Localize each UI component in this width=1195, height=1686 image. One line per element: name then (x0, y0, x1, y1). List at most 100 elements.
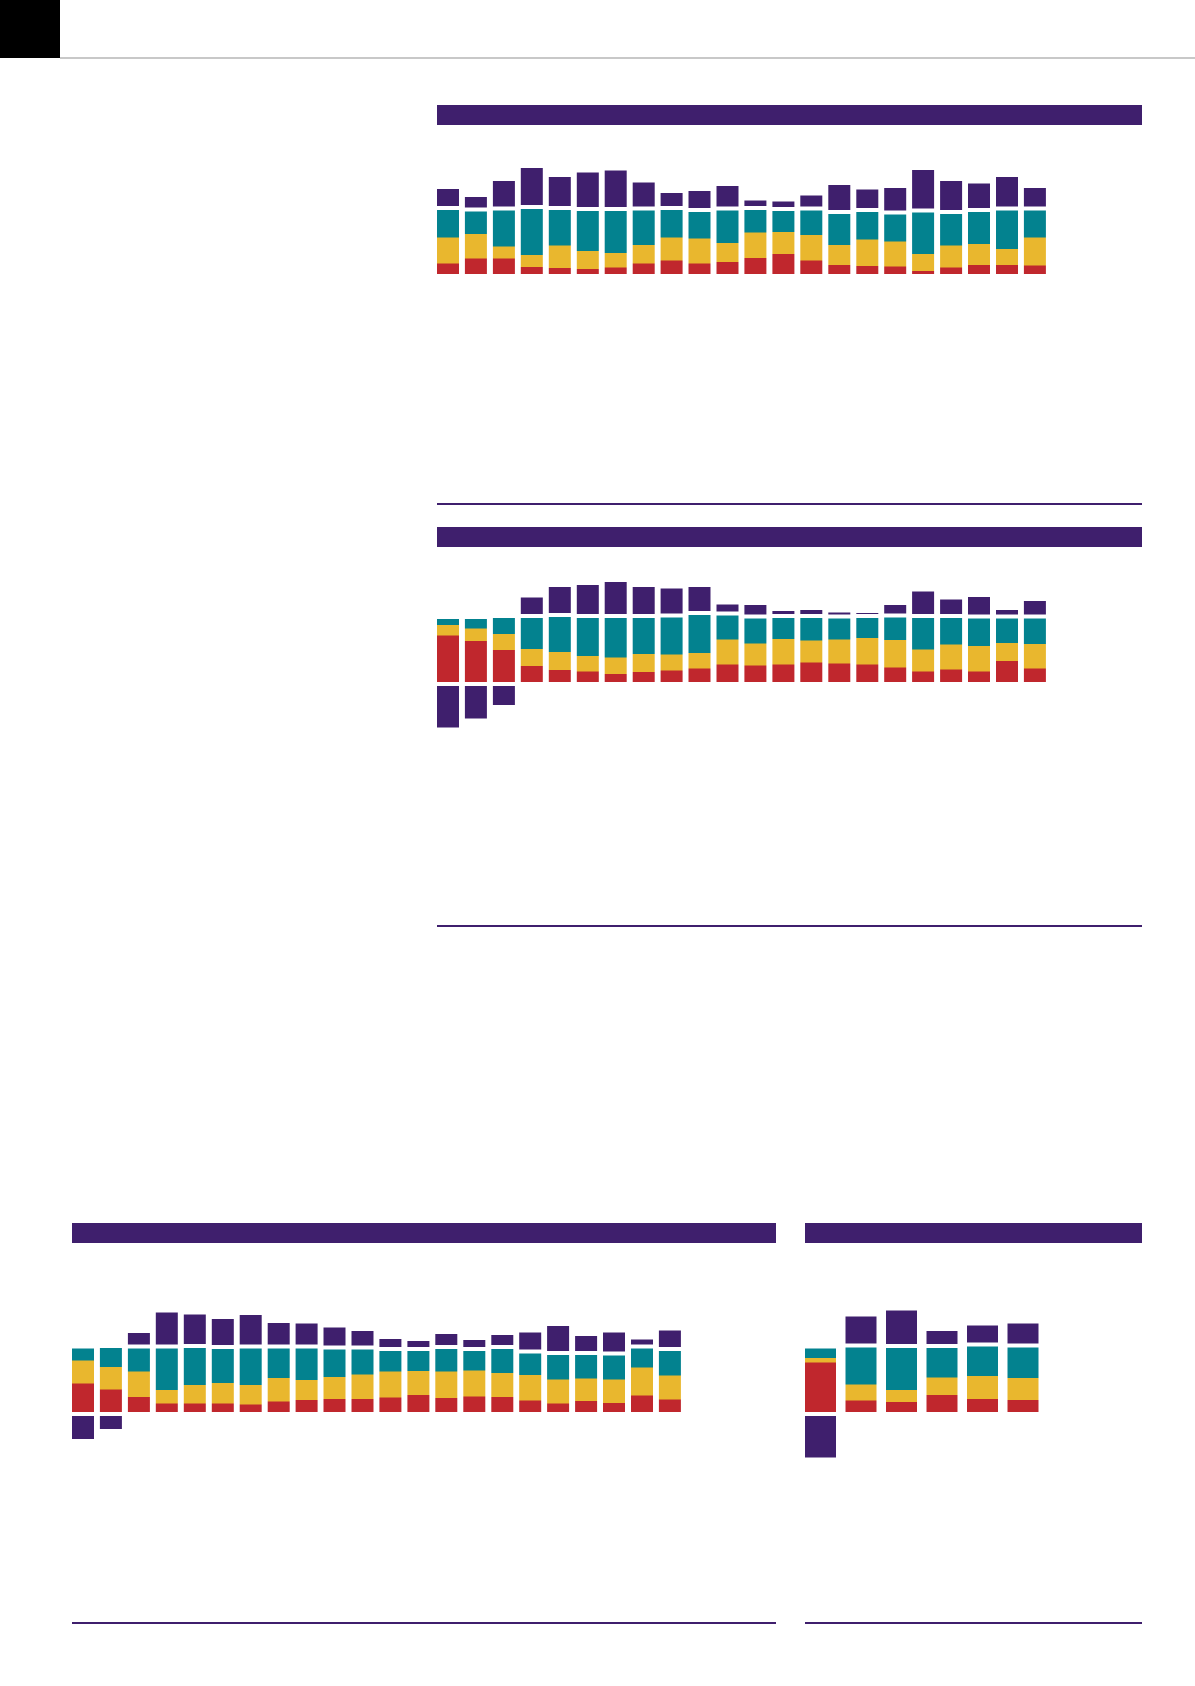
bar-teal-15 (828, 618, 851, 640)
bar-yellow-7 (239, 1385, 262, 1405)
bar-yellow-12 (744, 643, 767, 666)
bar-red-11 (716, 262, 739, 274)
bar-teal-20 (603, 1355, 625, 1380)
bar-teal-10 (688, 212, 711, 239)
bar-purple-8 (267, 1323, 290, 1345)
bar-red-11 (716, 664, 739, 682)
bar-yellow-16 (856, 638, 879, 665)
bar-purple-4 (520, 168, 543, 205)
bar-teal-22 (658, 1351, 681, 1376)
bar-teal-1 (805, 1348, 836, 1358)
bar-purple-12 (744, 200, 767, 206)
bar-yellow-15 (828, 245, 851, 265)
bar-purple-2 (464, 197, 487, 208)
chart-3 (72, 1312, 681, 1439)
bar-red-20 (603, 1403, 625, 1412)
bar-teal-5 (967, 1346, 998, 1376)
bar-teal-22 (1023, 618, 1046, 644)
bar-red-18 (912, 671, 935, 682)
bar-red-6 (1007, 1400, 1039, 1412)
bar-red-22 (658, 1399, 681, 1412)
bar-yellow-22 (1023, 644, 1046, 669)
bar-red-17 (519, 1400, 542, 1412)
bar-red-19 (940, 669, 963, 682)
bar-purple-3 (492, 181, 515, 207)
bar-red-19 (940, 267, 963, 274)
bar-yellow-13 (772, 232, 795, 254)
bar-yellow-9 (660, 237, 683, 261)
bar-red-21 (996, 265, 1018, 274)
page-corner-block (0, 0, 60, 58)
bar-teal-20 (968, 618, 990, 646)
bar-teal-3 (127, 1348, 150, 1372)
bar-yellow-11 (351, 1374, 374, 1399)
bar-yellow-20 (968, 646, 990, 672)
bar-teal-18 (547, 1355, 570, 1380)
bar-yellow-3 (127, 1371, 150, 1397)
bar-teal-14 (435, 1349, 458, 1372)
bar-teal-14 (800, 210, 823, 235)
bar-purple-18 (547, 1326, 570, 1351)
bar-yellow-4 (926, 1377, 958, 1395)
bar-red-15 (828, 663, 851, 682)
bar-purple-4 (155, 1312, 178, 1345)
bar-red-4 (155, 1403, 178, 1412)
bar-red-2 (99, 1389, 122, 1412)
bar-purple-14 (800, 610, 823, 614)
bar-purple-3 (127, 1333, 150, 1345)
bar-purple-22 (658, 1330, 681, 1347)
bar-teal-9 (660, 210, 683, 238)
bar-red-5 (967, 1399, 998, 1412)
bar-red-17 (884, 266, 907, 274)
bar-yellow-3 (886, 1390, 917, 1402)
bar-yellow-19 (575, 1378, 598, 1401)
bar-purple-11 (716, 604, 739, 612)
bar-red-15 (463, 1396, 486, 1412)
bar-teal-4 (155, 1348, 178, 1390)
bar-purple-10 (688, 191, 711, 208)
bar-teal-5 (548, 210, 571, 246)
bar-red-18 (912, 271, 935, 274)
bar-yellow-2 (464, 628, 487, 641)
bar-purple-4 (926, 1331, 958, 1344)
bar-teal-3 (492, 210, 515, 247)
bar-teal-12 (379, 1351, 402, 1372)
bar-red-7 (239, 1404, 262, 1412)
bar-yellow-20 (603, 1379, 625, 1403)
bar-red-2 (845, 1400, 877, 1412)
bar-purple-22 (1023, 601, 1046, 615)
bar-teal-21 (631, 1348, 653, 1368)
bar-yellow-10 (688, 238, 711, 264)
bar-yellow-8 (267, 1378, 290, 1402)
bar-yellow-18 (912, 254, 935, 271)
bar-yellow-17 (884, 640, 907, 668)
bar-yellow-14 (800, 640, 823, 663)
bar-yellow-17 (884, 241, 907, 267)
bar-teal-22 (1023, 210, 1046, 238)
bar-purple-1 (437, 189, 459, 206)
chart-1 (437, 168, 1046, 274)
bar-teal-6 (1007, 1347, 1039, 1378)
bar-purple-18 (912, 170, 935, 209)
bar-red-13 (407, 1395, 430, 1412)
bar-yellow-1 (437, 625, 459, 636)
bar-teal-1 (72, 1348, 94, 1361)
bar-red-7 (604, 267, 627, 274)
bar-purple-9 (295, 1323, 318, 1345)
bar-purple-15 (463, 1340, 486, 1347)
bar-red-16 (491, 1397, 514, 1412)
bar-yellow-3 (492, 246, 515, 259)
chart-4 (805, 1310, 1039, 1458)
bar-teal-20 (968, 212, 990, 244)
bar-teal-9 (660, 617, 683, 655)
bar-yellow-21 (996, 249, 1018, 265)
bar-red-21 (631, 1395, 653, 1412)
bar-yellow-6 (211, 1383, 234, 1404)
bar-red-20 (968, 671, 990, 682)
bar-yellow-10 (688, 653, 711, 669)
bar-teal-17 (884, 214, 907, 242)
bar-teal-16 (856, 618, 879, 638)
bar-red-5 (548, 670, 571, 682)
bar-red-19 (575, 1401, 598, 1412)
bar-teal-4 (926, 1348, 958, 1378)
